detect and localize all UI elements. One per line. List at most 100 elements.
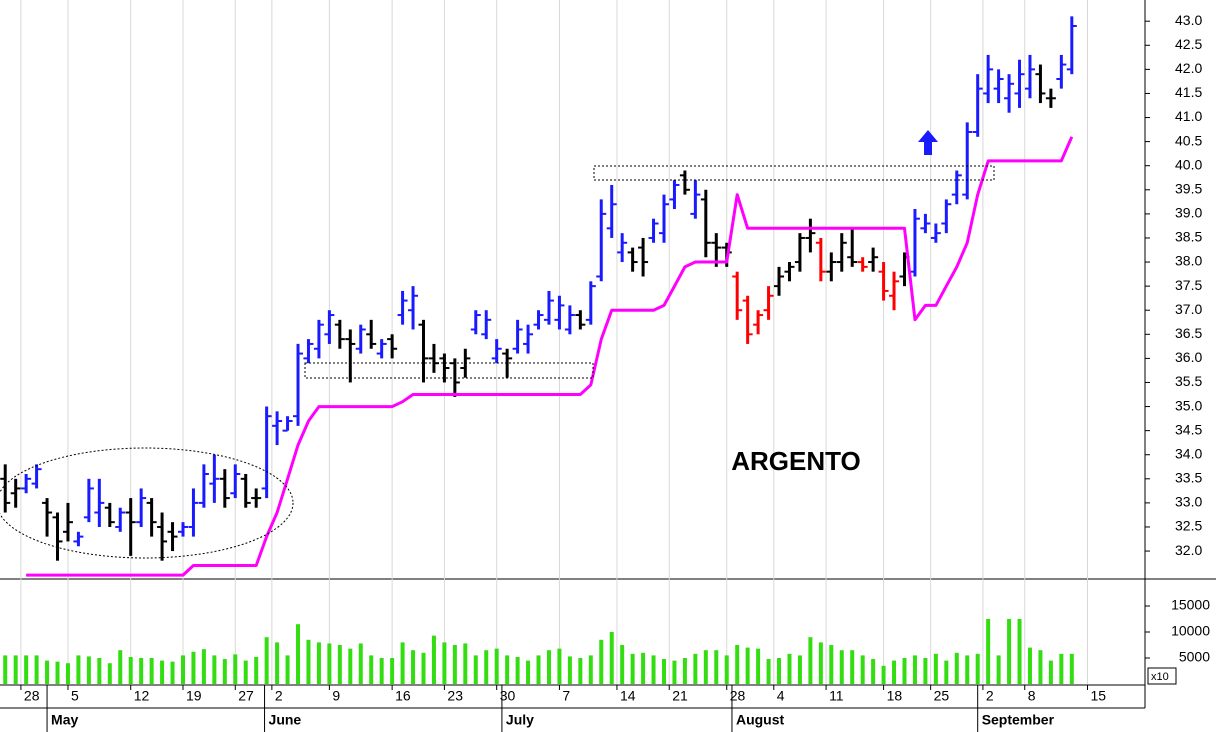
volume-bar [588,655,593,684]
volume-bar [1017,619,1022,684]
price-bar [345,329,356,383]
price-bar [481,310,492,340]
volume-bar [180,655,185,684]
price-bar [742,295,753,344]
price-bar [658,194,669,243]
x-tick-label: 28 [730,688,746,704]
price-bar [146,498,157,537]
volume-bar [254,656,259,684]
volume-bar [13,655,18,684]
volume-bar [191,651,196,684]
price-bar [198,464,209,508]
volume-bar [808,637,813,684]
price-bar [240,473,251,508]
y-tick-label: 37.0 [1175,301,1202,317]
support-box [304,362,594,379]
price-bar [585,281,596,325]
volume-bar [400,642,405,684]
y-tick-label: 41.0 [1175,108,1202,124]
volume-bar [118,650,123,684]
volume-bar [787,653,792,684]
volume-bar [526,660,531,684]
price-bar [575,310,586,330]
volume-bar [128,656,133,684]
x-tick-label: 21 [672,688,688,704]
price-bar [868,247,879,272]
y-tick-label: 43.0 [1175,12,1202,28]
price-bar [794,233,805,272]
volume-bar [609,632,614,684]
volume-bar [745,647,750,684]
price-bar [21,473,32,494]
volume-bar [912,655,917,684]
price-bar [188,488,199,537]
volume-bar [871,659,876,684]
price-bar [554,295,565,330]
y-tick-label: 35.5 [1175,373,1202,389]
volume-bar [630,653,635,684]
volume-bar [693,653,698,684]
volume-bar [494,648,499,684]
price-bar [512,319,523,354]
price-bar [836,233,847,272]
volume-bar [45,660,50,684]
volume-bar [557,648,562,684]
annotations: ARGENTO [0,130,995,559]
price-bar [313,319,324,359]
price-bar [1045,88,1056,108]
price-bar [533,310,544,330]
volume-bar [777,658,782,684]
price-bar [951,170,962,205]
price-bar [157,512,168,561]
volume-bar [567,656,572,684]
volume-bar [1038,650,1043,684]
x-tick-label: 27 [238,688,254,704]
x-tick-label: 2 [275,688,283,704]
y-tick-label: 33.5 [1175,470,1202,486]
volume-bar [233,654,238,684]
y-tick-label: 32.0 [1175,542,1202,558]
price-bar [941,199,952,234]
volume-bar [337,645,342,684]
price-bar [470,310,481,335]
x-tick-label: 11 [829,688,844,704]
volume-bar [296,624,301,684]
volume-bar [55,661,60,684]
price-bar [679,170,690,195]
price-bar [115,507,126,532]
price-bar [125,498,136,556]
volume-bar [661,659,666,684]
price-bar [753,310,764,335]
price-bar [334,319,345,349]
price-bar [387,334,398,359]
resistance-box [593,165,995,181]
price-bar [596,199,607,282]
volume-bar [369,655,374,684]
x-tick-label: 25 [934,688,950,704]
price-bar [167,522,178,552]
volume-bar [515,656,520,684]
price-bar [10,478,21,508]
volume-bar [850,650,855,684]
volume-bar [107,663,112,684]
price-bar [648,218,659,243]
volume-bar [797,655,802,684]
price-bar [366,319,377,349]
volume-bar [212,655,217,684]
month-label: June [269,712,302,728]
volume-bar [201,649,206,684]
volume-bar [285,655,290,684]
volume-bar [34,655,39,684]
price-bar [857,257,868,272]
volume-bar [76,655,81,684]
volume-bar [1027,647,1032,684]
volume-bar [892,660,897,684]
volume-bar [578,658,583,684]
volume-bar [243,660,248,684]
volume-bar [996,655,1001,684]
y-tick-label: 42.0 [1175,60,1202,76]
volume-bar [818,642,823,684]
y-tick-label: 39.5 [1175,180,1202,196]
volume-bar [933,653,938,684]
